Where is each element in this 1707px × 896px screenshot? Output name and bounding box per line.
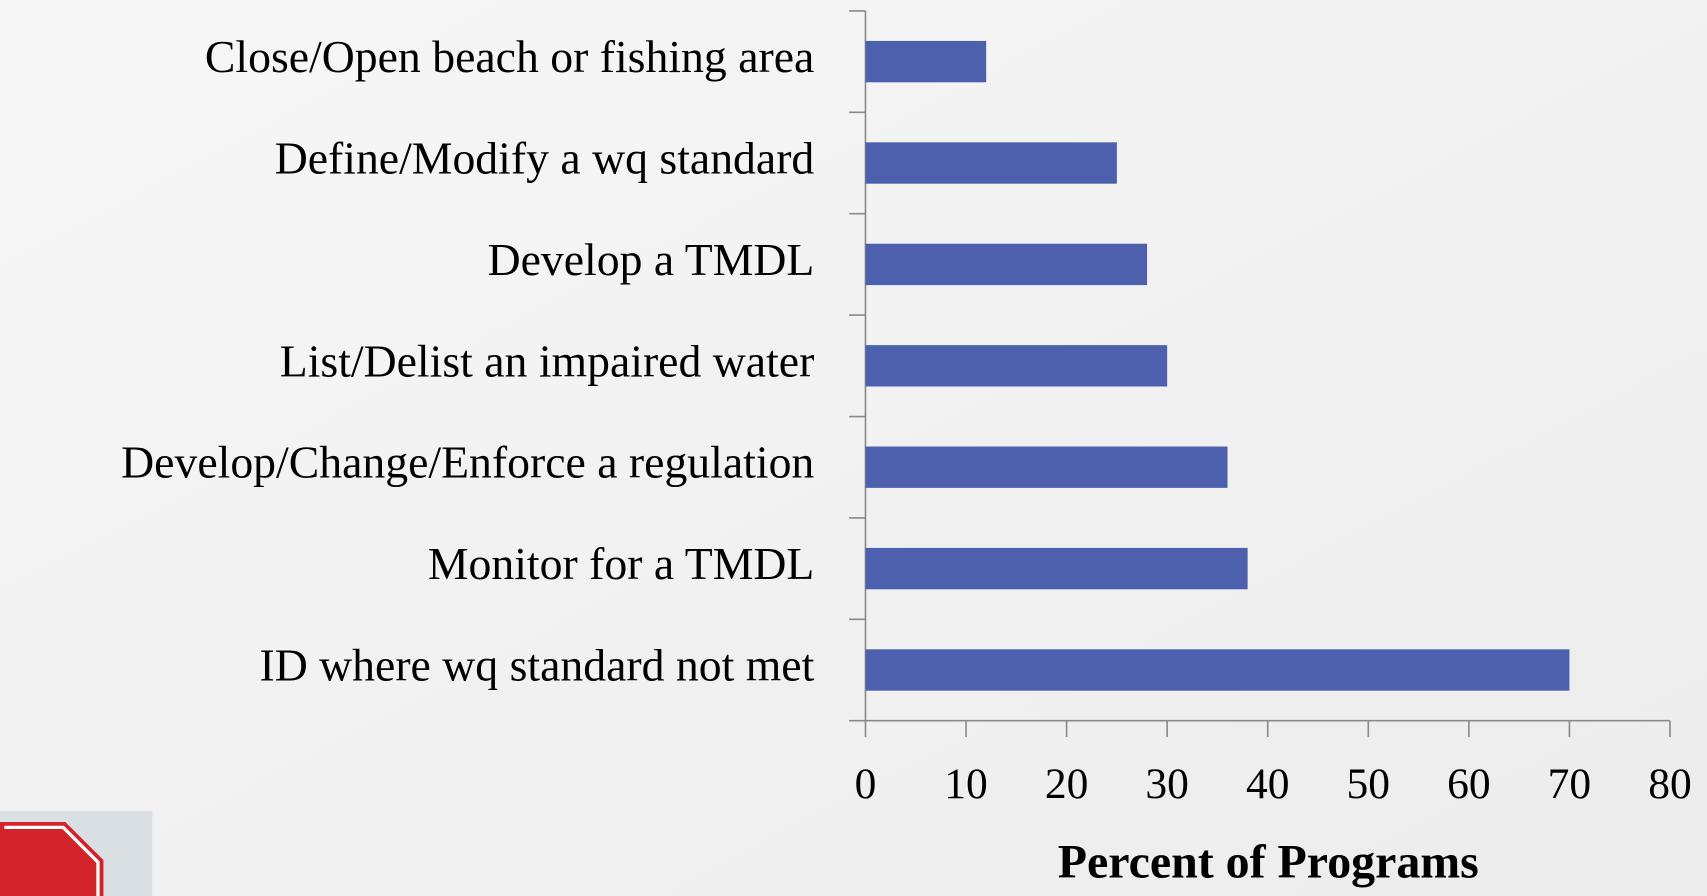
y-tick-label: Close/Open beach or fishing area	[205, 31, 814, 82]
x-tick-label: 20	[1045, 760, 1089, 808]
bar	[865, 142, 1117, 184]
sign-photo	[0, 811, 153, 896]
x-tick-label: 30	[1145, 760, 1189, 808]
x-tick-label: 60	[1447, 760, 1491, 808]
y-tick-label: ID where wq standard not met	[259, 640, 814, 691]
x-tick-label: 80	[1648, 760, 1692, 808]
bar	[865, 243, 1148, 286]
y-tick-label: Monitor for a TMDL	[428, 538, 814, 589]
bar	[865, 547, 1248, 590]
x-tick-label: 0	[855, 760, 877, 808]
x-tick-label: 10	[944, 760, 988, 808]
x-axis-label: Percent of Programs	[1058, 836, 1479, 889]
bar	[865, 649, 1570, 691]
y-tick-label: List/Delist an impaired water	[280, 335, 814, 386]
bar	[865, 345, 1168, 387]
x-tick-label: 50	[1347, 760, 1391, 808]
y-tick-label: Develop/Change/Enforce a regulation	[121, 437, 814, 488]
y-tick-label: Develop a TMDL	[488, 234, 815, 285]
x-tick-label: 40	[1246, 760, 1290, 808]
x-tick-label: 70	[1548, 760, 1592, 808]
bar	[865, 40, 987, 83]
bar	[865, 446, 1228, 488]
y-tick-label: Define/Modify a wq standard	[275, 133, 815, 184]
